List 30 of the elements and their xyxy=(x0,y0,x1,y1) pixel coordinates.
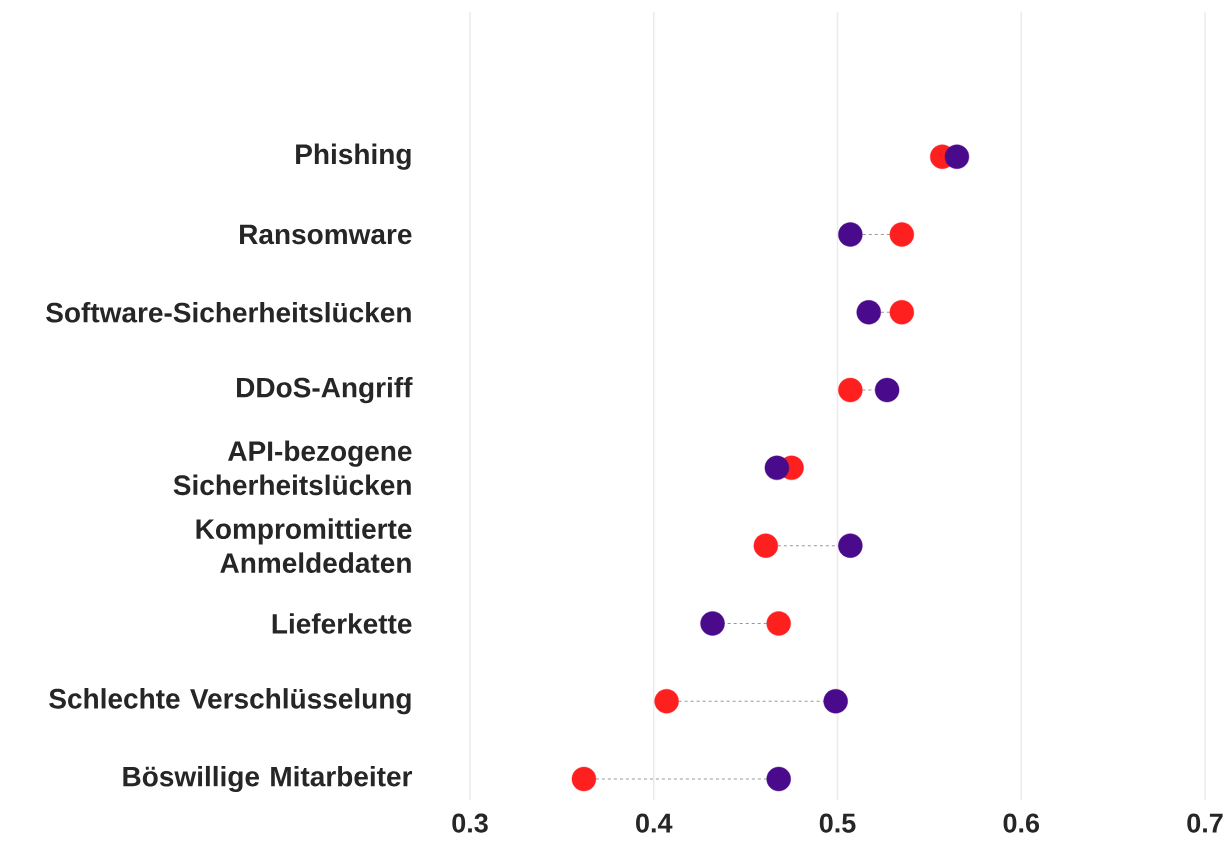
x-tick-label: 0.7 xyxy=(1187,813,1223,833)
y-tick-label: Software-Sicherheitslücken xyxy=(46,302,411,323)
point xyxy=(700,611,725,636)
point xyxy=(766,611,791,636)
y-tick-label: Lieferkette xyxy=(272,613,412,634)
point xyxy=(753,533,779,558)
y-tick-label: Kompromittierte Anmeldedaten xyxy=(196,518,412,573)
point xyxy=(944,144,970,169)
point xyxy=(889,300,915,325)
point xyxy=(856,300,881,325)
y-tick-label: API-bezogene Sicherheitslücken xyxy=(173,440,412,496)
y-tick-label: DDoS-Angriff xyxy=(237,376,413,404)
y-tick-label: Böswillige Mitarbeiter xyxy=(123,765,413,793)
y-tick-label: Phishing xyxy=(296,143,411,170)
x-tick-label: 0.6 xyxy=(1003,813,1040,833)
point xyxy=(764,455,790,481)
point xyxy=(766,766,791,792)
point xyxy=(889,222,915,247)
y-tick-label: Ransomware xyxy=(240,224,412,245)
x-tick-label: 0.5 xyxy=(819,813,856,833)
point xyxy=(838,533,863,558)
x-tick-label: 0.3 xyxy=(452,813,488,833)
point xyxy=(838,377,863,403)
point xyxy=(838,222,863,247)
point xyxy=(571,766,597,792)
point xyxy=(874,377,900,403)
point xyxy=(823,689,848,714)
point xyxy=(654,689,679,714)
x-tick-label: 0.4 xyxy=(636,813,673,833)
y-tick-label: Schlechte Verschlüsselung xyxy=(49,688,411,715)
